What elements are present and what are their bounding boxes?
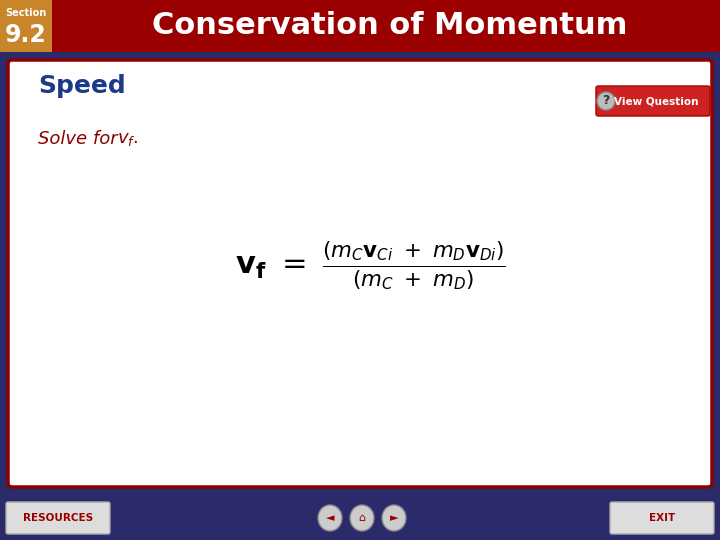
Bar bbox=[0, 0, 720, 52]
Text: Conservation of Momentum: Conservation of Momentum bbox=[153, 11, 628, 40]
Bar bbox=[0, 495, 720, 540]
Ellipse shape bbox=[318, 505, 342, 531]
Text: ⌂: ⌂ bbox=[359, 513, 366, 523]
Text: Speed: Speed bbox=[38, 74, 126, 98]
Circle shape bbox=[597, 92, 615, 110]
FancyBboxPatch shape bbox=[8, 60, 712, 487]
Bar bbox=[0, 0, 52, 52]
Text: $\mathbf{v}_\mathbf{f}\ =\ \frac{(m_C\mathbf{v}_{Ci}\ +\ m_D\mathbf{v}_{Di})}{(m: $\mathbf{v}_\mathbf{f}\ =\ \frac{(m_C\ma… bbox=[235, 239, 505, 292]
Text: ►: ► bbox=[390, 513, 398, 523]
Text: $v_f$.: $v_f$. bbox=[117, 130, 138, 148]
Text: View Question: View Question bbox=[613, 96, 698, 106]
Text: EXIT: EXIT bbox=[649, 513, 675, 523]
Text: RESOURCES: RESOURCES bbox=[23, 513, 93, 523]
FancyBboxPatch shape bbox=[596, 86, 710, 116]
Ellipse shape bbox=[382, 505, 406, 531]
Text: ?: ? bbox=[603, 94, 610, 107]
Text: Solve for: Solve for bbox=[38, 130, 123, 148]
Text: 9.2: 9.2 bbox=[5, 23, 47, 47]
FancyBboxPatch shape bbox=[610, 502, 714, 534]
FancyBboxPatch shape bbox=[6, 502, 110, 534]
Ellipse shape bbox=[350, 505, 374, 531]
Text: Section: Section bbox=[5, 8, 47, 18]
Text: ◄: ◄ bbox=[325, 513, 334, 523]
